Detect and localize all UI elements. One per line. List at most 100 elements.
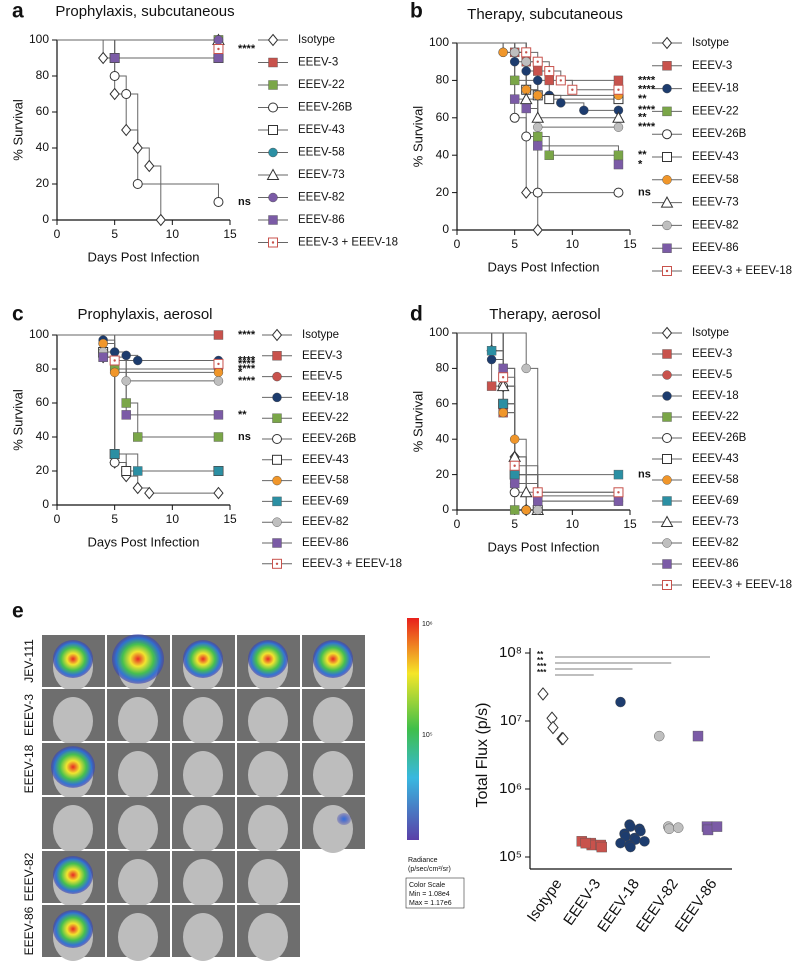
legend-marker bbox=[662, 559, 672, 569]
marker-shape bbox=[498, 363, 508, 374]
marker-shape bbox=[615, 696, 626, 708]
y-tick-label: 60 bbox=[36, 395, 50, 409]
survival-marker bbox=[533, 90, 543, 101]
chart-title: Therapy, subcutaneous bbox=[467, 6, 623, 23]
survival-marker bbox=[486, 346, 497, 356]
legend-marker bbox=[662, 433, 672, 443]
marker-shape bbox=[266, 168, 280, 180]
survival-marker bbox=[613, 150, 624, 160]
legend-label: EEEV-3 bbox=[302, 350, 342, 362]
survival-marker bbox=[121, 466, 132, 476]
y-axis-label: Total Flux (p/s) bbox=[474, 703, 491, 808]
legend-label: EEEV-86 bbox=[692, 242, 739, 254]
survival-marker bbox=[509, 57, 520, 67]
marker-shape bbox=[155, 213, 166, 227]
marker-shape bbox=[519, 485, 533, 498]
marker-shape bbox=[109, 457, 120, 468]
marker-shape bbox=[521, 131, 532, 142]
marker-shape bbox=[509, 505, 520, 515]
legend-label: EEEV-86 bbox=[302, 537, 349, 549]
survival-marker bbox=[109, 347, 120, 357]
scatter-point bbox=[664, 823, 675, 834]
survival-line bbox=[457, 332, 516, 510]
survival-marker bbox=[519, 92, 533, 105]
y-axis-label: % Survival bbox=[10, 389, 25, 451]
survival-marker bbox=[521, 131, 532, 142]
survival-marker bbox=[509, 487, 520, 498]
y-tick-label: 40 bbox=[436, 431, 450, 445]
significance-label: **** bbox=[238, 375, 256, 387]
marker-shape bbox=[486, 354, 497, 365]
y-tick-label: 0 bbox=[42, 497, 49, 511]
marker-shape bbox=[109, 367, 120, 378]
survival-line bbox=[57, 334, 219, 438]
legend-marker bbox=[661, 36, 673, 50]
y-tick-label: 0 bbox=[442, 222, 449, 236]
y-tick-label: 0 bbox=[42, 212, 49, 226]
scatter-point bbox=[537, 687, 549, 701]
marker-shape bbox=[662, 496, 672, 506]
survival-marker bbox=[544, 66, 555, 77]
marker-shape bbox=[662, 391, 672, 401]
marker-shape bbox=[509, 47, 520, 58]
survival-line bbox=[57, 39, 219, 202]
marker-shape bbox=[509, 478, 520, 489]
y-tick-label: 10⁷ bbox=[500, 712, 522, 729]
mouse-body bbox=[248, 805, 288, 853]
legend-label: Isotype bbox=[692, 37, 729, 49]
legend-label: EEEV-73 bbox=[692, 516, 739, 528]
survival-marker bbox=[613, 122, 624, 132]
marker-shape bbox=[268, 147, 278, 158]
survival-marker bbox=[121, 350, 131, 361]
survival-marker bbox=[521, 505, 531, 515]
legend-marker bbox=[662, 61, 672, 71]
significance-label: ns bbox=[638, 187, 651, 199]
survival-marker bbox=[213, 44, 224, 54]
survival-marker bbox=[509, 469, 520, 480]
marker-shape bbox=[498, 47, 508, 58]
marker-shape bbox=[692, 730, 704, 742]
survival-marker bbox=[531, 111, 545, 123]
survival-line bbox=[57, 39, 219, 48]
significance-label: ** bbox=[238, 409, 247, 421]
marker-shape bbox=[613, 150, 624, 160]
mouse-body bbox=[313, 751, 353, 799]
legend-label: EEEV-43 bbox=[302, 454, 349, 466]
legend-label: EEEV-5 bbox=[692, 369, 732, 381]
survival-marker bbox=[98, 338, 108, 349]
marker-shape bbox=[272, 517, 282, 527]
bioluminescence bbox=[183, 640, 223, 678]
marker-shape bbox=[272, 475, 282, 486]
legend-label: EEEV-3 + EEEV-18 bbox=[298, 237, 398, 249]
marker-shape bbox=[615, 837, 626, 849]
marker-shape bbox=[548, 69, 551, 73]
legend-label: EEEV-43 bbox=[298, 124, 345, 136]
marker-shape bbox=[613, 187, 624, 198]
marker-shape bbox=[532, 223, 543, 237]
marker-shape bbox=[613, 159, 624, 170]
mouse-body bbox=[118, 697, 158, 745]
legend-label: EEEV-3 + EEEV-18 bbox=[692, 579, 792, 591]
significance-label: ns bbox=[638, 469, 651, 481]
marker-shape bbox=[121, 398, 131, 408]
marker-shape bbox=[509, 75, 520, 86]
marker-shape bbox=[271, 328, 283, 342]
survival-marker bbox=[498, 372, 509, 383]
y-tick-label: 80 bbox=[36, 68, 50, 82]
legend-marker bbox=[662, 266, 672, 276]
significance-label: *** bbox=[537, 662, 547, 671]
legend-marker bbox=[660, 196, 674, 208]
survival-marker bbox=[213, 367, 224, 378]
significance-label: **** bbox=[238, 329, 256, 341]
x-tick-label: 10 bbox=[166, 512, 180, 526]
y-axis-label: % Survival bbox=[10, 99, 25, 161]
legend-marker bbox=[662, 454, 672, 464]
marker-shape bbox=[144, 486, 155, 500]
survival-marker bbox=[509, 460, 520, 471]
marker-shape bbox=[662, 175, 672, 185]
marker-shape bbox=[533, 505, 543, 515]
marker-shape bbox=[533, 131, 543, 142]
colorbar-label: 10⁶ bbox=[422, 621, 433, 628]
x-tick-label: 10 bbox=[166, 227, 180, 241]
legend-label: EEEV-82 bbox=[298, 192, 345, 204]
